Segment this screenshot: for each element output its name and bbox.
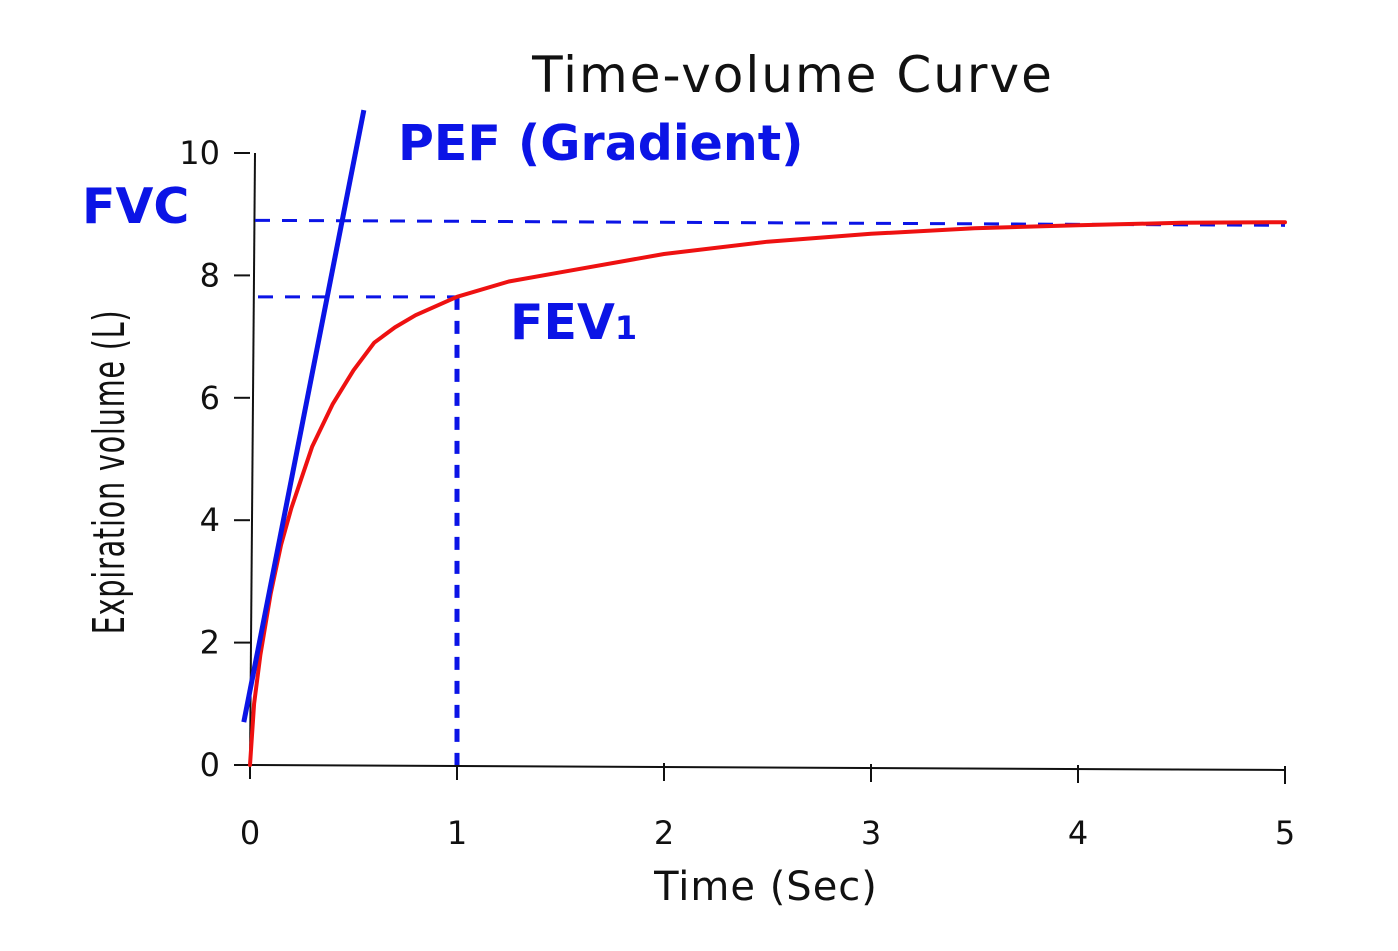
x-axis-label: Time (Sec): [653, 864, 878, 910]
pef-gradient-line: [241, 109, 367, 723]
y-tick-label: 0: [200, 746, 220, 784]
x-tick-label: 2: [654, 814, 674, 852]
x-tick-label: 3: [861, 814, 881, 852]
y-tick-label: 10: [179, 134, 220, 172]
chart-title: Time-volume Curve: [531, 46, 1054, 104]
x-tick-label: 4: [1068, 814, 1088, 852]
y-axis-line: [249, 152, 256, 766]
x-tick-label: 1: [447, 814, 467, 852]
x-tick-label: 0: [240, 814, 260, 852]
y-axis-label: Expiration volume (L): [84, 310, 135, 635]
y-tick-label: 2: [200, 624, 220, 662]
y-tick-label: 6: [200, 379, 220, 417]
x-axis-line: [241, 764, 1286, 771]
pef-label: PEF (Gradient): [398, 115, 804, 172]
x-tick-label: 5: [1275, 814, 1295, 852]
pef-group: [241, 109, 367, 723]
y-ticks: 0 2 4 6 8 10: [179, 134, 250, 784]
fvc-label: FVC: [82, 178, 189, 235]
series-group: [248, 220, 1287, 767]
fvc-dashed-line: [254, 218, 1286, 227]
axes: [241, 152, 1286, 771]
y-tick-label: 4: [200, 501, 220, 539]
reference-lines: [254, 218, 1286, 765]
volume-curve: [248, 220, 1287, 767]
x-ticks: 0 1 2 3 4 5: [240, 761, 1295, 852]
y-tick-label: 8: [200, 256, 220, 294]
fev1-label: FEV1: [510, 294, 637, 351]
